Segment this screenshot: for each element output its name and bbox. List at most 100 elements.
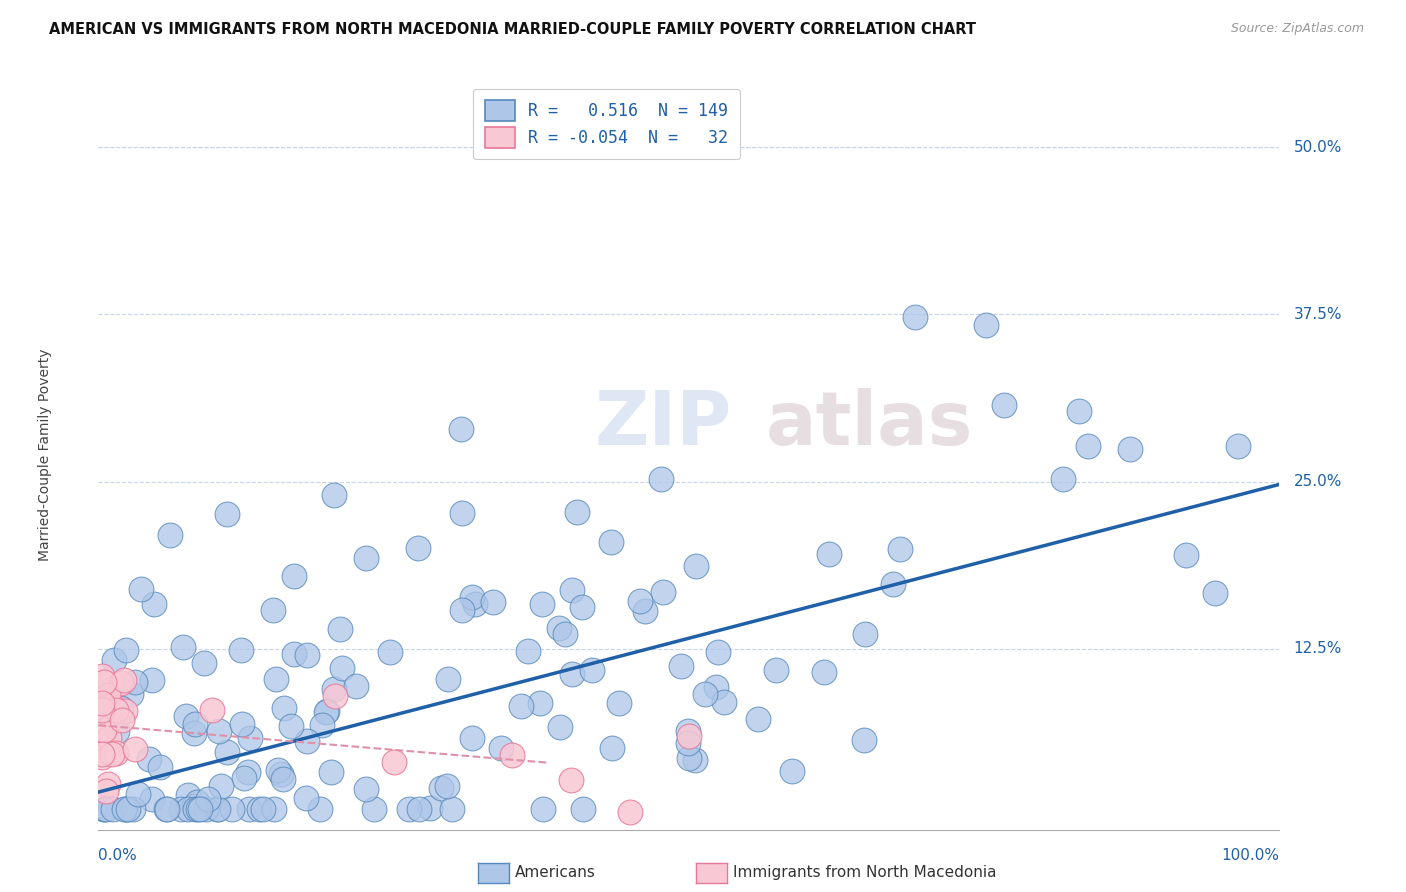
Point xyxy=(550,720,572,734)
Point xyxy=(97,688,120,702)
Point xyxy=(685,558,707,573)
Point xyxy=(853,627,876,641)
Point xyxy=(693,687,716,701)
Point xyxy=(652,585,675,599)
Point xyxy=(149,760,172,774)
Point xyxy=(91,747,114,761)
Point xyxy=(295,790,318,805)
Point xyxy=(1077,439,1099,453)
Point xyxy=(233,771,256,785)
Point xyxy=(440,803,463,817)
Point xyxy=(91,703,114,717)
Point xyxy=(309,803,332,817)
Point xyxy=(273,701,295,715)
Point xyxy=(200,703,222,717)
Point xyxy=(747,712,769,726)
Point xyxy=(197,792,219,806)
Point xyxy=(451,603,474,617)
Point xyxy=(114,803,136,817)
Point xyxy=(329,622,352,636)
Point xyxy=(315,705,337,719)
Point xyxy=(193,656,215,670)
Point xyxy=(1052,472,1074,486)
Point xyxy=(461,591,484,605)
Point xyxy=(1174,548,1197,562)
Point xyxy=(560,773,582,788)
Point xyxy=(481,595,503,609)
Point xyxy=(187,803,209,817)
Text: Americans: Americans xyxy=(515,865,596,880)
Point xyxy=(103,653,125,667)
Point xyxy=(501,748,523,763)
Point xyxy=(437,673,460,687)
Point xyxy=(581,663,603,677)
Point xyxy=(138,752,160,766)
Point xyxy=(678,729,700,743)
Point xyxy=(889,542,911,557)
Point xyxy=(215,507,238,521)
Point xyxy=(398,803,420,817)
Point xyxy=(311,717,333,731)
Point xyxy=(323,488,346,502)
Point xyxy=(671,658,693,673)
Point xyxy=(141,792,163,806)
Point xyxy=(101,747,124,761)
Point xyxy=(676,723,699,738)
Point xyxy=(531,803,554,817)
Point xyxy=(231,717,253,731)
Point xyxy=(280,719,302,733)
Text: AMERICAN VS IMMIGRANTS FROM NORTH MACEDONIA MARRIED-COUPLE FAMILY POVERTY CORREL: AMERICAN VS IMMIGRANTS FROM NORTH MACEDO… xyxy=(49,22,976,37)
Point xyxy=(430,780,453,795)
Point xyxy=(129,582,152,597)
Point xyxy=(262,603,284,617)
Text: 0.0%: 0.0% xyxy=(98,848,138,863)
Point xyxy=(101,803,124,817)
Point xyxy=(115,803,138,817)
Point xyxy=(124,742,146,756)
Point xyxy=(169,803,191,817)
Point xyxy=(813,665,835,679)
Point xyxy=(707,645,730,659)
Point xyxy=(607,696,630,710)
Point xyxy=(91,696,114,710)
Point xyxy=(209,779,232,793)
Point xyxy=(571,599,593,614)
Point xyxy=(141,673,163,687)
Point xyxy=(238,803,260,817)
Point xyxy=(634,604,657,618)
Point xyxy=(183,726,205,740)
Point xyxy=(419,801,441,815)
Point xyxy=(1204,586,1226,600)
Point xyxy=(156,803,179,817)
Point xyxy=(263,803,285,817)
Point xyxy=(382,755,405,769)
Point xyxy=(818,547,841,561)
Point xyxy=(97,731,120,746)
Point xyxy=(155,803,177,817)
Point xyxy=(143,597,166,611)
Point xyxy=(91,730,114,744)
Point xyxy=(184,717,207,731)
Point xyxy=(295,648,318,662)
Point xyxy=(354,781,377,796)
Point xyxy=(93,675,115,690)
Point xyxy=(713,695,735,709)
Point xyxy=(97,777,120,791)
Point xyxy=(344,679,367,693)
Point xyxy=(184,803,207,817)
Point xyxy=(91,714,114,728)
Text: 100.0%: 100.0% xyxy=(1222,848,1279,863)
Point xyxy=(229,643,252,657)
Point xyxy=(704,680,727,694)
Point xyxy=(105,703,128,717)
Point xyxy=(628,594,651,608)
Point xyxy=(91,702,114,716)
Point xyxy=(460,731,482,745)
Point xyxy=(124,675,146,690)
Point xyxy=(363,803,385,817)
Point xyxy=(264,673,287,687)
Point xyxy=(115,643,138,657)
Text: Married-Couple Family Poverty: Married-Couple Family Poverty xyxy=(38,349,52,561)
Point xyxy=(330,661,353,675)
Point xyxy=(93,803,115,817)
